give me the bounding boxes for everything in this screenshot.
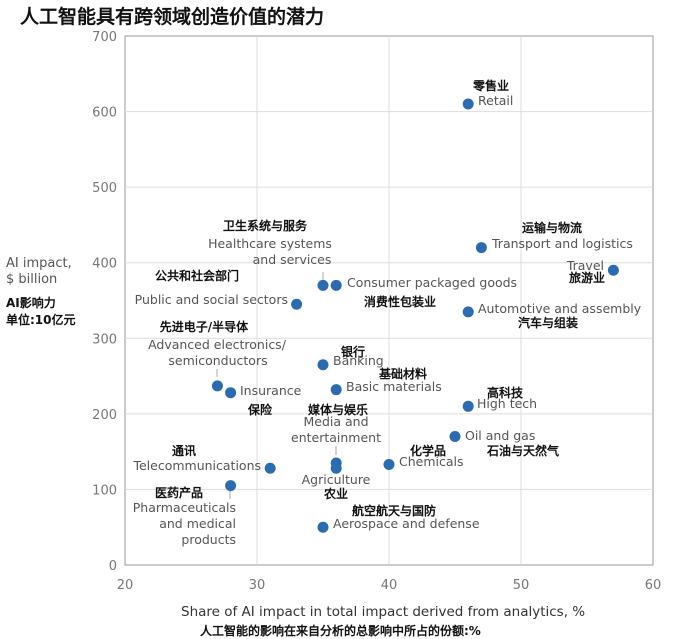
- point-label-en: Public and social sectors: [135, 292, 288, 307]
- point-label-en: Agriculture: [302, 472, 371, 487]
- y-tick-label: 200: [92, 408, 117, 423]
- y-axis-label-cn-line1: AI影响力: [6, 296, 56, 310]
- y-tick-label: 100: [92, 483, 117, 498]
- point-label-en: High tech: [477, 396, 537, 411]
- x-axis-label: Share of AI impact in total impact deriv…: [181, 604, 586, 620]
- point-label-cn: 公共和社会部门: [155, 268, 239, 283]
- point-label-en: Oil and gas: [465, 428, 535, 443]
- point-label-cn: 化学品: [410, 443, 446, 458]
- point-label-cn: 航空航天与国防: [352, 503, 436, 518]
- point-label-en: Pharmaceuticals: [133, 500, 236, 515]
- point-label-cn: 保险: [247, 402, 273, 417]
- y-tick-label: 500: [92, 181, 117, 196]
- y-tick-label: 600: [92, 106, 117, 121]
- x-tick-label: 20: [117, 578, 134, 593]
- data-point: [462, 400, 474, 412]
- point-label-en: Insurance: [240, 383, 302, 398]
- point-label-cn: 石油与天然气: [486, 443, 559, 458]
- point-label-cn: 银行: [341, 344, 365, 359]
- point-label-en: Media and: [303, 414, 368, 429]
- point-label-en: entertainment: [291, 430, 381, 445]
- y-axis-label-line1: AI impact,: [6, 256, 72, 271]
- point-label-en: Automotive and assembly: [478, 301, 642, 316]
- point-label-cn: 运输与物流: [522, 220, 582, 235]
- data-point: [462, 98, 474, 110]
- y-tick-label: 400: [92, 257, 117, 272]
- point-label-cn: 农业: [323, 486, 348, 501]
- data-point: [462, 306, 474, 318]
- y-tick-label: 300: [92, 332, 117, 347]
- point-label-cn: 零售业: [472, 78, 509, 93]
- point-label-cn: 卫生系统与服务: [223, 218, 308, 233]
- x-tick-label: 30: [249, 578, 266, 593]
- point-label-en: Transport and logistics: [491, 236, 633, 251]
- point-label-en: Basic materials: [346, 379, 442, 394]
- point-label-cn: 医药产品: [155, 485, 203, 500]
- data-point: [449, 431, 461, 443]
- data-point: [330, 384, 342, 396]
- point-label-en: Aerospace and defense: [333, 516, 480, 531]
- point-label-en: and medical: [159, 516, 236, 531]
- point-label-en: Travel: [566, 258, 604, 273]
- point-label-en: Advanced electronics/: [148, 337, 287, 352]
- data-point: [225, 480, 237, 492]
- y-axis-label-line2: $ billion: [6, 272, 58, 287]
- point-label-cn: 通讯: [172, 443, 196, 458]
- point-label-cn: 媒体与娱乐: [308, 402, 368, 417]
- y-tick-label: 0: [109, 559, 117, 574]
- point-label-en: Telecommunications: [132, 458, 261, 473]
- point-label-cn: 高科技: [487, 385, 524, 400]
- point-label-en: Healthcare systems: [208, 236, 332, 251]
- y-axis-label-cn-line2: 单位:10亿元: [6, 313, 76, 327]
- data-point: [330, 462, 342, 474]
- data-point: [317, 521, 329, 533]
- point-label-en: products: [181, 532, 236, 547]
- data-point: [317, 359, 329, 371]
- x-tick-label: 60: [645, 578, 662, 593]
- data-point: [225, 387, 237, 399]
- point-label-cn: 汽车与组装: [518, 315, 578, 330]
- point-label-cn: 旅游业: [569, 270, 605, 285]
- x-tick-label: 50: [513, 578, 530, 593]
- data-point: [317, 279, 329, 291]
- x-tick-label: 40: [381, 578, 398, 593]
- chart-title: 人工智能具有跨领域创造价值的潜力: [20, 6, 325, 28]
- data-point: [291, 298, 303, 310]
- point-label-en: semiconductors: [168, 353, 267, 368]
- point-label-en: Chemicals: [399, 454, 464, 469]
- data-point: [211, 380, 223, 392]
- point-label-en: Retail: [478, 93, 513, 108]
- point-label-cn: 先进电子/半导体: [160, 319, 249, 334]
- data-point: [475, 242, 487, 254]
- y-tick-label: 700: [92, 30, 117, 45]
- point-label-en: Consumer packaged goods: [347, 275, 517, 290]
- point-label-cn: 基础材料: [378, 366, 427, 381]
- data-point: [264, 462, 276, 474]
- point-label-en: Banking: [333, 353, 384, 368]
- point-label-en: and services: [253, 252, 332, 267]
- point-label-cn: 消费性包装业: [364, 294, 436, 309]
- data-point: [607, 264, 619, 276]
- data-point: [330, 279, 342, 291]
- data-point: [383, 458, 395, 470]
